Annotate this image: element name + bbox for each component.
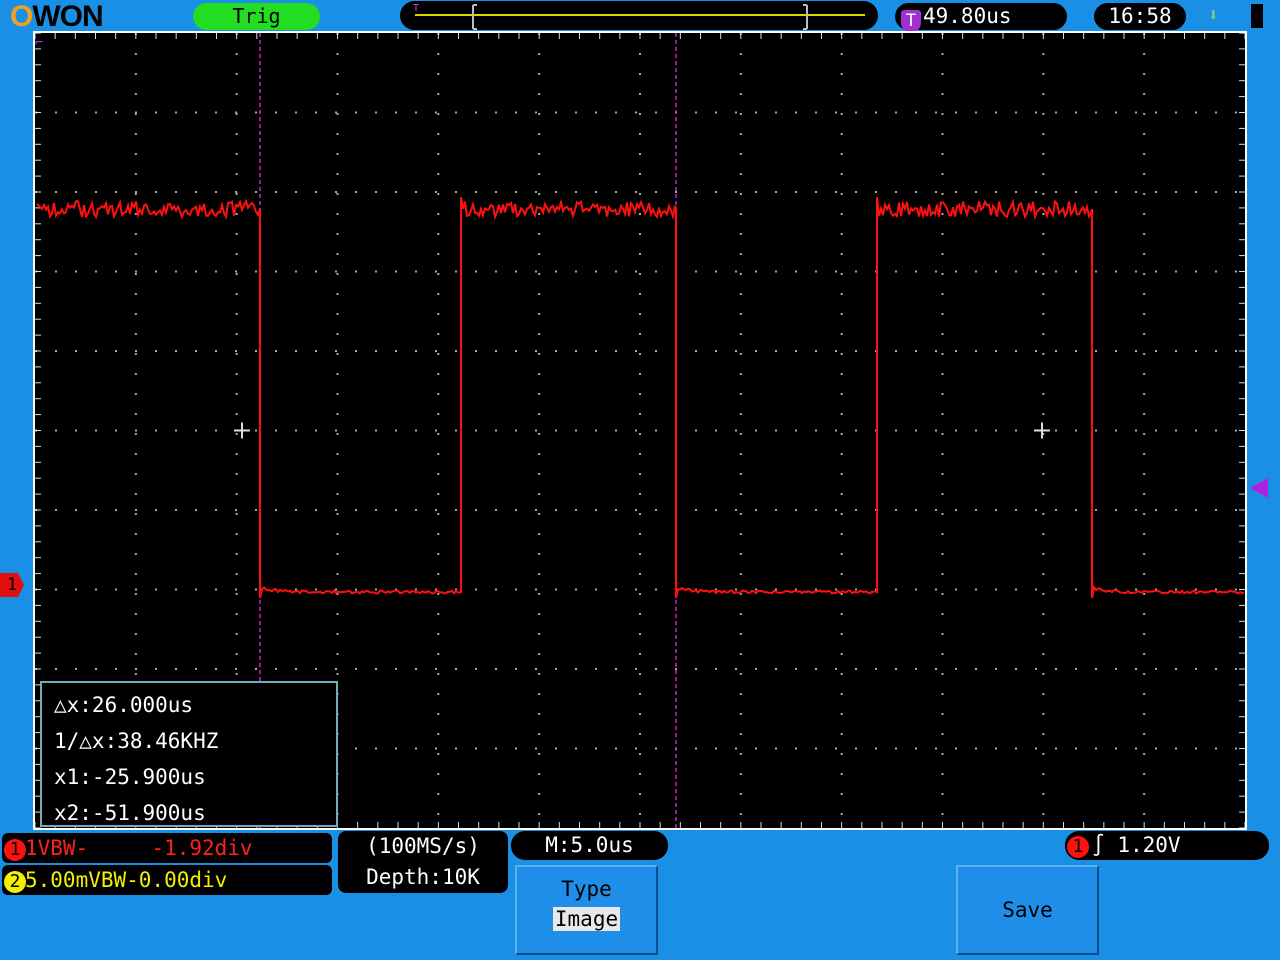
trigger-position: T 49.80us: [895, 3, 1067, 32]
ch1-badge: 1: [4, 839, 26, 861]
timebase[interactable]: M:5.0us: [511, 831, 668, 860]
ch1-marker: 1: [0, 573, 24, 597]
rising-edge-icon: ∫: [1092, 833, 1105, 857]
type-softkey[interactable]: Type Image: [515, 865, 658, 955]
trigger-t-icon: T: [901, 10, 921, 32]
waveform-svg: ⌐: [34, 32, 1246, 829]
battery-icon: [1251, 4, 1263, 28]
usb-icon: ⬇: [1208, 5, 1219, 26]
cursor-x1: x1:-25.900us: [54, 765, 206, 789]
ch1-settings[interactable]: 1 1VBW- -1.92div: [2, 833, 332, 863]
center-cross: [1034, 422, 1050, 439]
memory-position-bar[interactable]: T: [400, 1, 878, 30]
save-softkey[interactable]: Save: [956, 865, 1099, 955]
svg-text:T: T: [413, 3, 419, 14]
ch2-settings[interactable]: 2 5.00mVBW-0.00div: [2, 865, 332, 895]
trigger-level-info[interactable]: 1 ∫ 1.20V: [1065, 831, 1269, 860]
trigger-position-marker: ⌐: [35, 35, 43, 51]
delta-x: △x:26.000us: [54, 693, 194, 717]
memory-bar-graphic: T: [413, 3, 865, 30]
trigger-source-badge: 1: [1067, 836, 1089, 858]
center-cross: [234, 422, 250, 439]
inverse-delta-x: 1/△x:38.46KHZ: [54, 729, 219, 753]
cursor-x2: x2:-51.900us: [54, 801, 206, 825]
acquisition-info: (100MS/s) Depth:10K: [338, 831, 508, 893]
cursor-readout: △x:26.000us 1/△x:38.46KHZ x1:-25.900us x…: [40, 681, 338, 827]
trigger-level-marker[interactable]: [1250, 478, 1268, 498]
trigger-status: Trig: [193, 3, 320, 30]
ch1-waveform: [36, 196, 1245, 599]
owon-logo: OWON: [10, 0, 104, 33]
clock: 16:58: [1094, 3, 1186, 30]
ch2-badge: 2: [4, 871, 26, 893]
